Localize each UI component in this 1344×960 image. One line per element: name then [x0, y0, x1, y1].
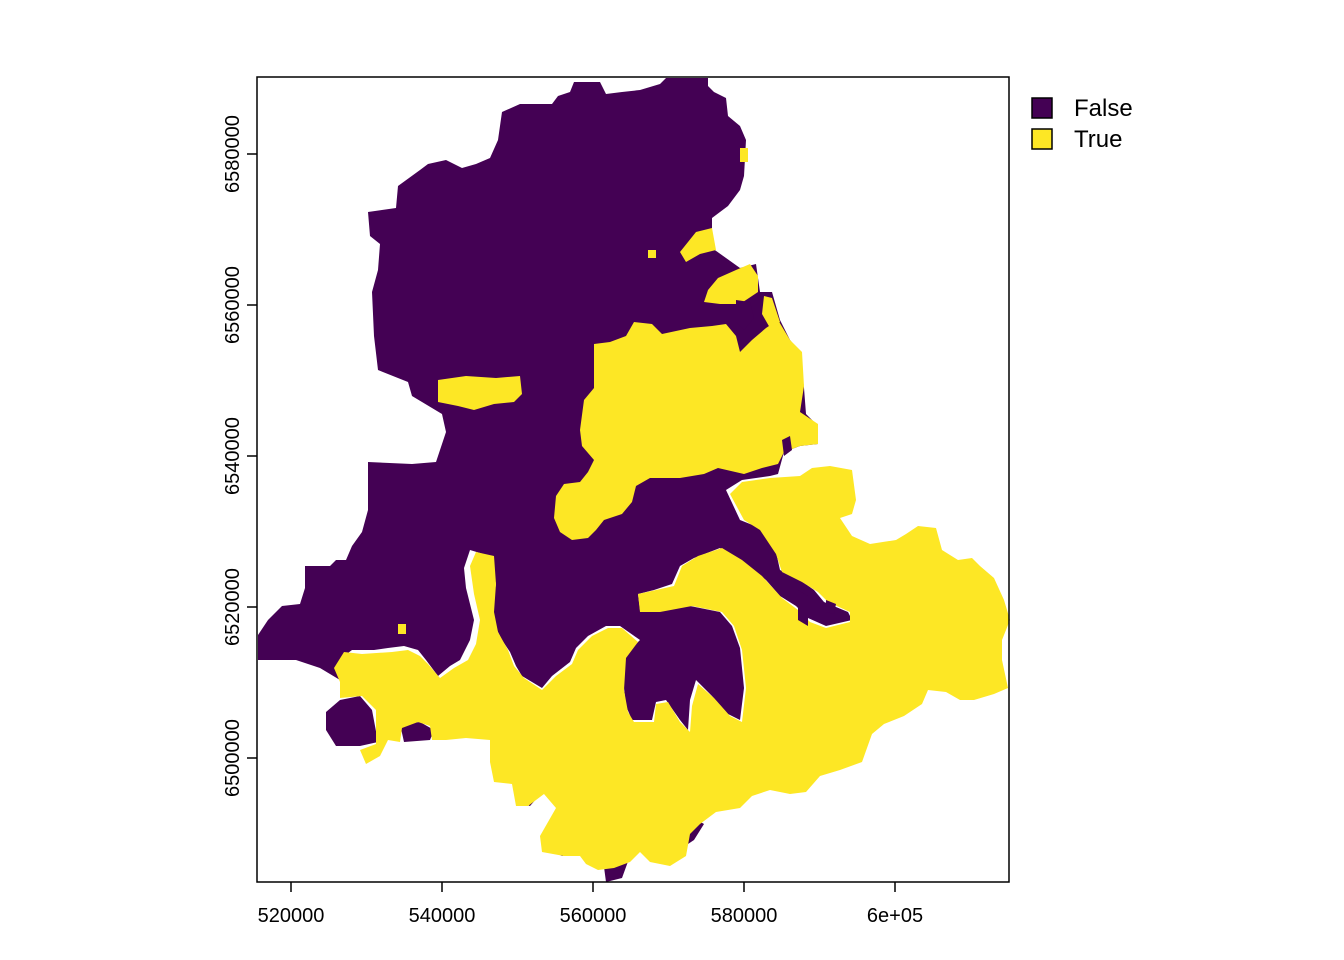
legend-label-false: False — [1074, 95, 1133, 122]
y-axis: 6500000 6520000 6540000 6560000 6580000 — [222, 115, 257, 797]
y-tick-label: 6500000 — [222, 719, 244, 797]
legend: False True — [1031, 95, 1133, 153]
true-region-northeast — [648, 148, 780, 328]
legend-label-true: True — [1074, 126, 1122, 153]
x-tick-label: 580000 — [711, 905, 778, 927]
y-tick-label: 6520000 — [222, 568, 244, 646]
x-tick-label: 6e+05 — [867, 905, 923, 927]
x-axis: 520000 540000 560000 580000 6e+05 — [258, 882, 923, 927]
plot-frame — [256, 76, 1010, 883]
x-tick-label: 540000 — [409, 905, 476, 927]
y-tick-label: 6560000 — [222, 266, 244, 344]
y-tick-label: 6540000 — [222, 417, 244, 495]
x-tick-label: 520000 — [258, 905, 325, 927]
true-region-central — [554, 320, 818, 540]
legend-swatch-true — [1031, 128, 1053, 150]
raster-cells — [258, 78, 1010, 882]
y-tick-label: 6580000 — [222, 115, 244, 193]
true-region-south — [334, 466, 1010, 870]
false-region — [258, 78, 852, 882]
true-region-west — [398, 376, 522, 634]
legend-swatch-false — [1031, 97, 1053, 119]
x-tick-label: 560000 — [560, 905, 627, 927]
